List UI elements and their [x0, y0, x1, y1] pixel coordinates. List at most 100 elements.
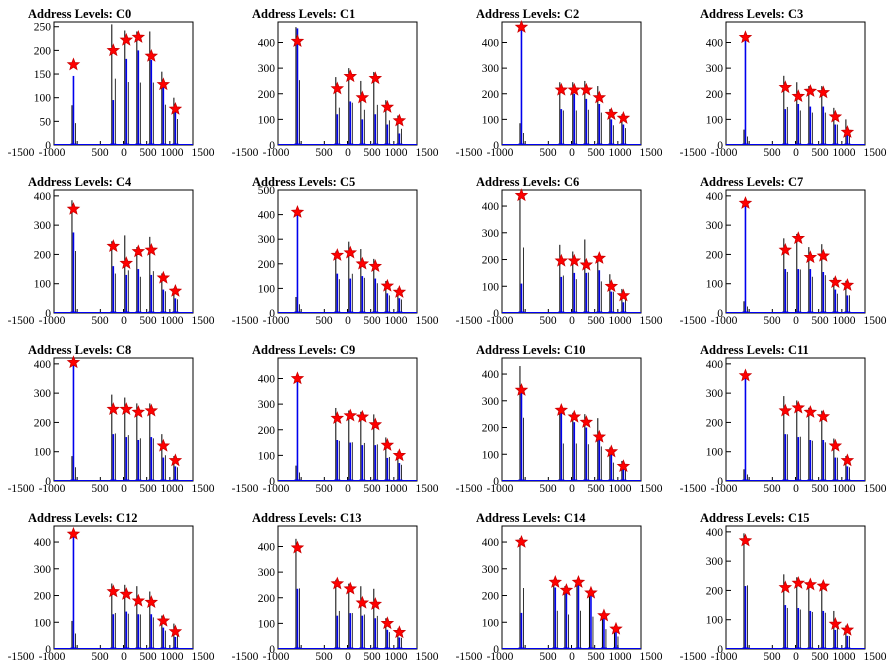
- y-tick-label: 100: [482, 114, 500, 126]
- x-tick-label: 500: [363, 483, 381, 495]
- x-tick-label: -1500: [680, 483, 707, 495]
- y-tick-label: 100: [482, 281, 500, 293]
- peak-star-marker: [66, 355, 81, 369]
- y-tick-label: 200: [34, 249, 52, 261]
- peak-star-marker: [144, 48, 159, 62]
- chart-title: Address Levels: C6: [476, 175, 579, 189]
- peak-star-marker: [343, 69, 358, 83]
- peak-star-marker: [368, 597, 383, 610]
- plot-frame: [501, 21, 642, 146]
- peak-star-marker: [368, 259, 383, 272]
- y-tick-label: 0: [269, 476, 275, 488]
- peak-star-marker: [828, 438, 843, 452]
- peak-star-marker: [119, 587, 134, 600]
- y-tick-label: 400: [706, 38, 724, 50]
- peak-star-marker: [803, 250, 818, 264]
- peak-star-marker: [791, 400, 806, 414]
- y-tick-label: 100: [706, 615, 724, 627]
- y-tick-label: 200: [258, 89, 276, 101]
- x-tick-label: -1000: [711, 651, 738, 663]
- x-tick-label: 1500: [864, 651, 887, 663]
- x-tick-label: 500: [811, 147, 829, 159]
- peak-star-marker: [592, 90, 607, 104]
- peak-star-marker: [392, 625, 407, 639]
- peak-star-marker: [144, 242, 159, 256]
- peak-star-marker: [290, 371, 305, 385]
- x-tick-label: 1000: [833, 651, 856, 663]
- peak-star-marker: [330, 576, 345, 590]
- x-tick-label: 500: [91, 483, 109, 495]
- peak-star-marker: [567, 82, 582, 96]
- y-tick-label: 300: [482, 564, 500, 576]
- peak-star-marker: [604, 107, 619, 120]
- x-tick-label: 500: [763, 483, 781, 495]
- peak-star-marker: [168, 101, 183, 115]
- peak-star-marker: [567, 409, 582, 423]
- x-tick-label: 500: [315, 315, 333, 327]
- y-tick-label: 100: [482, 617, 500, 629]
- peak-star-marker: [803, 405, 818, 418]
- chart-panel-13: Address Levels: C13 0 100 200 300 400 -1500 -10…: [232, 511, 439, 663]
- y-tick-label: 200: [34, 591, 52, 603]
- x-tick-label: 1000: [385, 315, 408, 327]
- x-tick-label: 1000: [609, 147, 632, 159]
- peak-star-marker: [106, 584, 121, 598]
- y-tick-label: 0: [717, 308, 723, 320]
- x-tick-label: 500: [91, 315, 109, 327]
- y-tick-label: 400: [482, 38, 500, 50]
- peak-star-marker: [803, 577, 818, 591]
- x-tick-label: 0: [345, 315, 351, 327]
- peak-star-marker: [168, 624, 183, 638]
- chart-panel-15: Address Levels: C15 0 100 200 300 400 -1500 -10…: [680, 511, 887, 663]
- peak-star-marker: [571, 575, 586, 588]
- x-tick-label: -1000: [263, 651, 290, 663]
- chart-panel-9: Address Levels: C9 0 100 200 300 400 -1500 -100…: [232, 343, 439, 495]
- x-tick-label: 1000: [161, 483, 184, 495]
- x-tick-label: 1500: [192, 483, 215, 495]
- y-tick-label: 300: [482, 396, 500, 408]
- peak-star-marker: [131, 244, 146, 258]
- peak-star-marker: [592, 429, 607, 443]
- peak-star-marker: [554, 403, 569, 416]
- peak-star-marker: [66, 201, 81, 215]
- y-tick-label: 100: [34, 279, 52, 291]
- y-tick-label: 100: [34, 617, 52, 629]
- y-tick-label: 300: [258, 63, 276, 75]
- chart-title: Address Levels: C2: [476, 7, 579, 21]
- chart-panel-6: Address Levels: C6 0 100 200 300 400 -1500 -100…: [456, 175, 663, 327]
- y-tick-label: 300: [34, 564, 52, 576]
- peak-star-marker: [156, 270, 171, 284]
- y-tick-label: 500: [258, 185, 276, 197]
- peak-star-marker: [616, 288, 631, 302]
- y-tick-label: 200: [482, 89, 500, 101]
- chart-title: Address Levels: C14: [476, 511, 586, 525]
- y-tick-label: 0: [493, 308, 499, 320]
- x-tick-label: 1000: [385, 147, 408, 159]
- peak-star-marker: [330, 411, 345, 424]
- x-tick-label: -1000: [487, 651, 514, 663]
- y-tick-label: 100: [706, 114, 724, 126]
- peak-star-marker: [392, 113, 407, 127]
- x-tick-label: 0: [569, 315, 575, 327]
- x-tick-label: -1500: [8, 147, 35, 159]
- peak-star-marker: [828, 617, 843, 630]
- y-tick-label: 400: [482, 369, 500, 381]
- x-tick-label: -1500: [456, 483, 483, 495]
- x-tick-label: 0: [121, 483, 127, 495]
- x-tick-label: -1000: [39, 315, 66, 327]
- x-tick-label: -1000: [39, 483, 66, 495]
- x-tick-label: 0: [569, 147, 575, 159]
- peak-star-marker: [156, 77, 171, 91]
- x-tick-label: 500: [811, 651, 829, 663]
- x-tick-label: 1500: [416, 315, 439, 327]
- x-tick-label: 1500: [416, 651, 439, 663]
- chart-panel-7: Address Levels: C7 0 100 200 300 400 -1500 -100…: [680, 175, 887, 327]
- y-tick-label: 0: [269, 140, 275, 152]
- x-tick-label: 0: [793, 315, 799, 327]
- peak-star-marker: [816, 85, 831, 99]
- peak-star-marker: [106, 239, 121, 252]
- peak-star-marker: [119, 256, 134, 269]
- peak-star-marker: [840, 125, 855, 138]
- x-tick-label: -1000: [263, 147, 290, 159]
- chart-title: Address Levels: C15: [700, 511, 810, 525]
